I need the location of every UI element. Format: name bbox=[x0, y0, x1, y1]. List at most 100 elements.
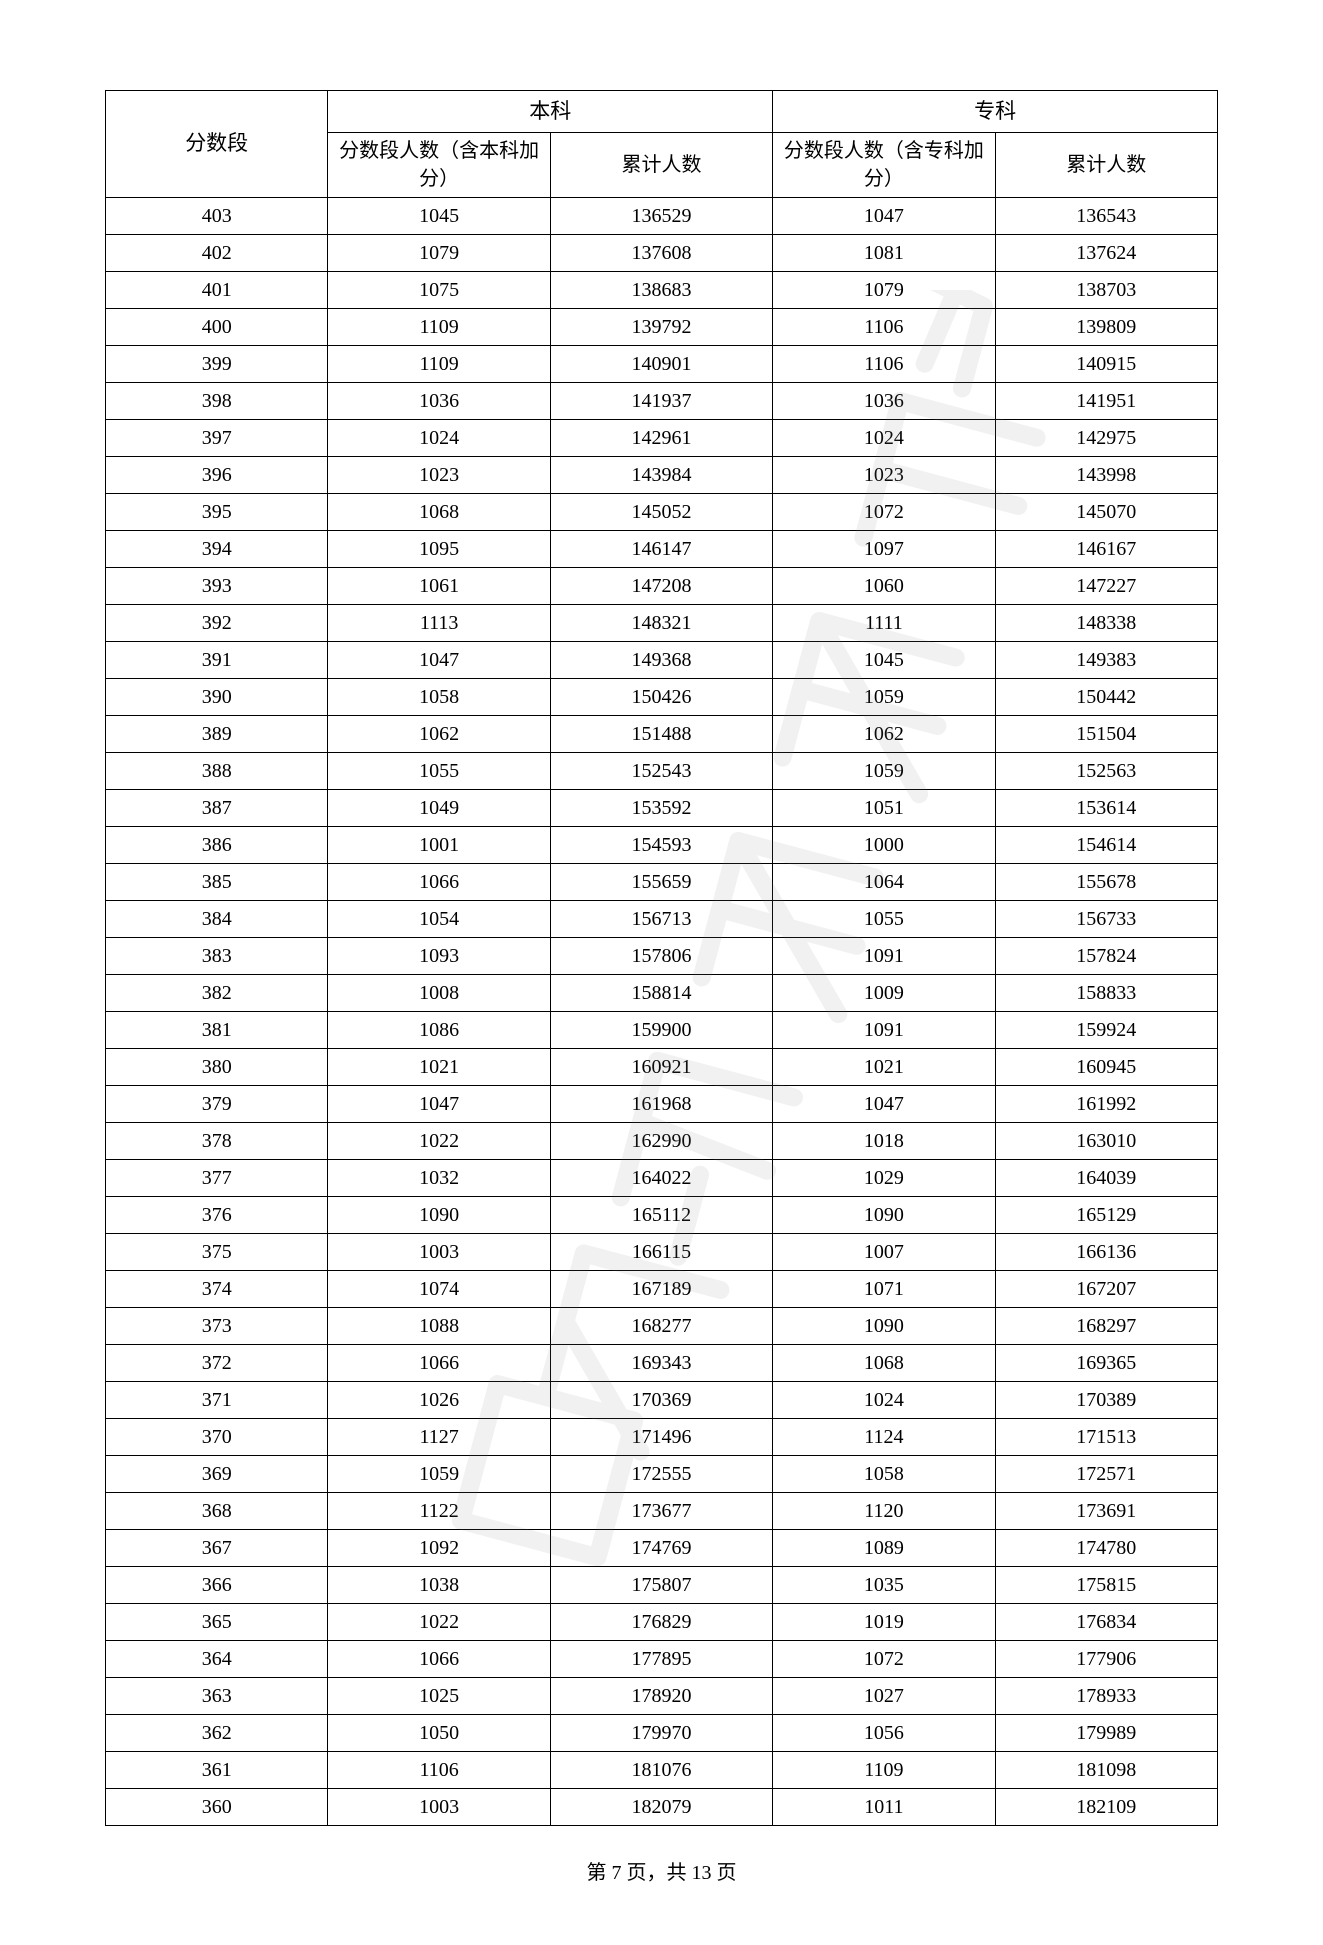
table-cell: 1062 bbox=[773, 716, 995, 753]
table-cell: 174780 bbox=[995, 1530, 1217, 1567]
table-cell: 1091 bbox=[773, 1012, 995, 1049]
table-cell: 1075 bbox=[328, 272, 550, 309]
table-cell: 169365 bbox=[995, 1345, 1217, 1382]
score-distribution-table: 分数段 本科 专科 分数段人数（含本科加分） 累计人数 分数段人数（含专科加分）… bbox=[105, 90, 1218, 1826]
table-cell: 1081 bbox=[773, 235, 995, 272]
table-cell: 403 bbox=[106, 198, 328, 235]
table-cell: 1056 bbox=[773, 1715, 995, 1752]
table-row: 40210791376081081137624 bbox=[106, 235, 1218, 272]
table-cell: 1097 bbox=[773, 531, 995, 568]
table-cell: 400 bbox=[106, 309, 328, 346]
table-cell: 1021 bbox=[328, 1049, 550, 1086]
table-cell: 1024 bbox=[773, 420, 995, 457]
table-row: 36811221736771120173691 bbox=[106, 1493, 1218, 1530]
table-cell: 162990 bbox=[550, 1123, 772, 1160]
table-cell: 1058 bbox=[328, 679, 550, 716]
table-cell: 143998 bbox=[995, 457, 1217, 494]
table-cell: 1066 bbox=[328, 1345, 550, 1382]
footer-total-pages: 13 bbox=[692, 1862, 712, 1884]
table-cell: 178920 bbox=[550, 1678, 772, 1715]
table-cell: 139792 bbox=[550, 309, 772, 346]
table-cell: 1024 bbox=[328, 420, 550, 457]
table-row: 40110751386831079138703 bbox=[106, 272, 1218, 309]
table-cell: 402 bbox=[106, 235, 328, 272]
table-row: 38910621514881062151504 bbox=[106, 716, 1218, 753]
table-cell: 389 bbox=[106, 716, 328, 753]
table-row: 37510031661151007166136 bbox=[106, 1234, 1218, 1271]
table-cell: 1024 bbox=[773, 1382, 995, 1419]
table-cell: 397 bbox=[106, 420, 328, 457]
table-row: 39110471493681045149383 bbox=[106, 642, 1218, 679]
table-row: 39310611472081060147227 bbox=[106, 568, 1218, 605]
table-cell: 143984 bbox=[550, 457, 772, 494]
table-cell: 369 bbox=[106, 1456, 328, 1493]
table-cell: 1061 bbox=[328, 568, 550, 605]
table-cell: 178933 bbox=[995, 1678, 1217, 1715]
table-cell: 1008 bbox=[328, 975, 550, 1012]
table-cell: 1038 bbox=[328, 1567, 550, 1604]
table-cell: 169343 bbox=[550, 1345, 772, 1382]
table-row: 36310251789201027178933 bbox=[106, 1678, 1218, 1715]
table-cell: 158833 bbox=[995, 975, 1217, 1012]
table-cell: 393 bbox=[106, 568, 328, 605]
table-cell: 1019 bbox=[773, 1604, 995, 1641]
table-row: 36510221768291019176834 bbox=[106, 1604, 1218, 1641]
footer-prefix: 第 bbox=[587, 1862, 612, 1884]
table-cell: 181076 bbox=[550, 1752, 772, 1789]
table-cell: 1068 bbox=[328, 494, 550, 531]
table-cell: 399 bbox=[106, 346, 328, 383]
table-row: 38710491535921051153614 bbox=[106, 790, 1218, 827]
table-cell: 1109 bbox=[773, 1752, 995, 1789]
table-cell: 364 bbox=[106, 1641, 328, 1678]
table-cell: 382 bbox=[106, 975, 328, 1012]
table-cell: 146147 bbox=[550, 531, 772, 568]
table-cell: 168277 bbox=[550, 1308, 772, 1345]
table-cell: 1068 bbox=[773, 1345, 995, 1382]
table-row: 40011091397921106139809 bbox=[106, 309, 1218, 346]
table-cell: 1127 bbox=[328, 1419, 550, 1456]
table-header: 分数段 本科 专科 分数段人数（含本科加分） 累计人数 分数段人数（含专科加分）… bbox=[106, 91, 1218, 198]
table-cell: 1050 bbox=[328, 1715, 550, 1752]
table-cell: 1074 bbox=[328, 1271, 550, 1308]
table-row: 37710321640221029164039 bbox=[106, 1160, 1218, 1197]
table-cell: 1091 bbox=[773, 938, 995, 975]
table-cell: 387 bbox=[106, 790, 328, 827]
table-cell: 391 bbox=[106, 642, 328, 679]
table-cell: 136529 bbox=[550, 198, 772, 235]
table-cell: 1049 bbox=[328, 790, 550, 827]
table-cell: 1055 bbox=[328, 753, 550, 790]
table-row: 37011271714961124171513 bbox=[106, 1419, 1218, 1456]
table-cell: 1089 bbox=[773, 1530, 995, 1567]
table-cell: 1079 bbox=[773, 272, 995, 309]
table-cell: 172571 bbox=[995, 1456, 1217, 1493]
table-cell: 163010 bbox=[995, 1123, 1217, 1160]
table-row: 39710241429611024142975 bbox=[106, 420, 1218, 457]
table-cell: 362 bbox=[106, 1715, 328, 1752]
header-score: 分数段 bbox=[106, 91, 328, 198]
table-cell: 1035 bbox=[773, 1567, 995, 1604]
table-cell: 173677 bbox=[550, 1493, 772, 1530]
table-cell: 1058 bbox=[773, 1456, 995, 1493]
table-cell: 1106 bbox=[773, 346, 995, 383]
table-cell: 385 bbox=[106, 864, 328, 901]
table-cell: 157824 bbox=[995, 938, 1217, 975]
table-cell: 1124 bbox=[773, 1419, 995, 1456]
table-cell: 1060 bbox=[773, 568, 995, 605]
table-cell: 140901 bbox=[550, 346, 772, 383]
table-cell: 380 bbox=[106, 1049, 328, 1086]
table-cell: 1090 bbox=[773, 1308, 995, 1345]
table-cell: 1051 bbox=[773, 790, 995, 827]
table-cell: 167189 bbox=[550, 1271, 772, 1308]
table-cell: 137608 bbox=[550, 235, 772, 272]
table-cell: 365 bbox=[106, 1604, 328, 1641]
header-zk-cumulative: 累计人数 bbox=[995, 133, 1217, 198]
table-row: 39911091409011106140915 bbox=[106, 346, 1218, 383]
table-row: 38810551525431059152563 bbox=[106, 753, 1218, 790]
table-cell: 1072 bbox=[773, 1641, 995, 1678]
table-cell: 151488 bbox=[550, 716, 772, 753]
table-row: 36910591725551058172571 bbox=[106, 1456, 1218, 1493]
table-cell: 142975 bbox=[995, 420, 1217, 457]
table-row: 37910471619681047161992 bbox=[106, 1086, 1218, 1123]
table-cell: 1025 bbox=[328, 1678, 550, 1715]
table-cell: 1027 bbox=[773, 1678, 995, 1715]
